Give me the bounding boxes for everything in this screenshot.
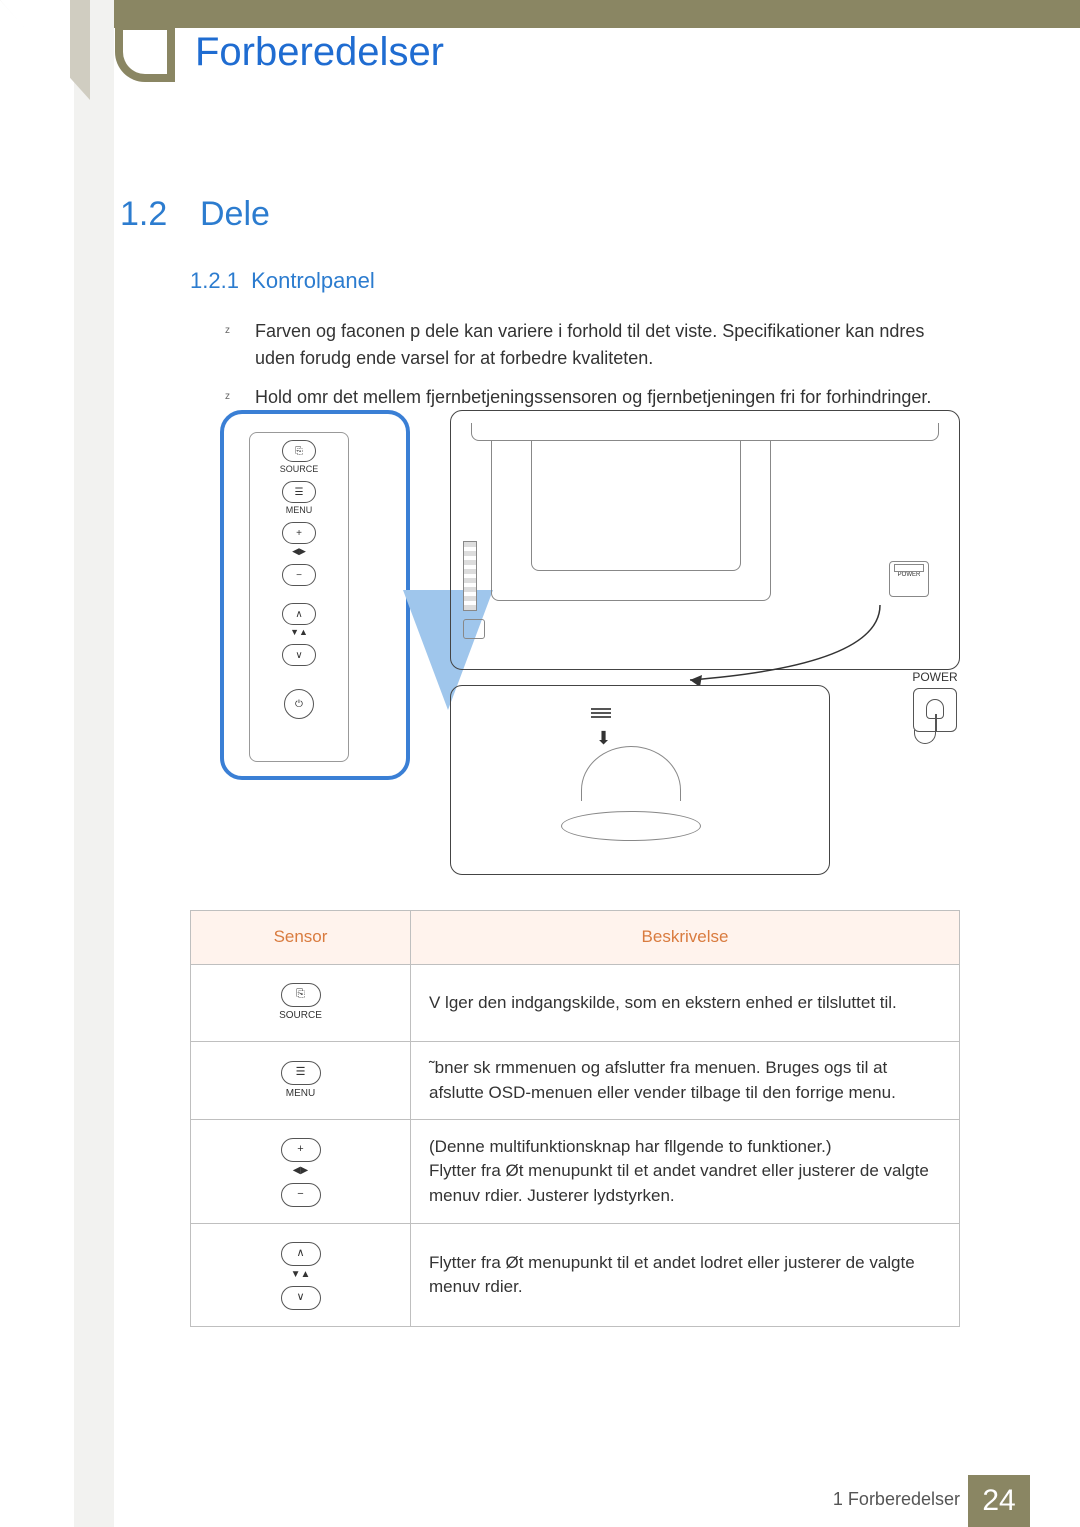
ud-arrows: ▼▲ bbox=[250, 627, 348, 637]
power-label: POWER bbox=[900, 670, 970, 684]
desc-cell: (Denne multifunktionsknap har fllgende t… bbox=[411, 1120, 960, 1224]
info-bullets: z Farven og faconen p dele kan variere i… bbox=[225, 318, 950, 423]
bullet-row: z Hold omr det mellem fjernbetjeningssen… bbox=[225, 384, 950, 411]
sensor-cell: ⎘ SOURCE bbox=[191, 964, 411, 1042]
lr-arrows-icon bbox=[209, 1164, 392, 1179]
up-button-icon: ∧ bbox=[282, 603, 316, 625]
page-number: 24 bbox=[968, 1475, 1030, 1527]
source-button-icon: ⎘ bbox=[281, 983, 321, 1007]
bullet-text: Hold omr det mellem fjernbetjeningssenso… bbox=[255, 384, 950, 411]
port-strip bbox=[463, 541, 477, 611]
menu-button-icon: ☰ bbox=[282, 481, 316, 503]
corner-fold-inner bbox=[0, 0, 70, 80]
plus-button-icon: + bbox=[281, 1138, 321, 1162]
vent-lines-icon bbox=[591, 706, 621, 726]
table-row: ∧ ∨ Flytter fra Øt menupunkt til et ande… bbox=[191, 1223, 960, 1327]
section-title: Dele bbox=[200, 195, 270, 234]
desc-cell: Flytter fra Øt menupunkt til et andet lo… bbox=[411, 1223, 960, 1327]
desc-cell: V lger den indgangskilde, som en ekstern… bbox=[411, 964, 960, 1042]
sensor-cell: + − bbox=[191, 1120, 411, 1224]
sensor-cell: ☰ MENU bbox=[191, 1042, 411, 1120]
control-panel-diagram: ⎘ SOURCE ☰ MENU + ◀▶ − ∧ ▼▲ ∨ ⏻ POWER ⬇ bbox=[220, 410, 970, 880]
button-panel-inner: ⎘ SOURCE ☰ MENU + ◀▶ − ∧ ▼▲ ∨ ⏻ bbox=[249, 432, 349, 762]
down-button-icon: ∨ bbox=[282, 644, 316, 666]
menu-label: MENU bbox=[209, 1087, 392, 1102]
minus-button-icon: − bbox=[281, 1183, 321, 1207]
stand-diagram: ⬇ bbox=[450, 685, 830, 875]
subsection-number: 1.2.1 bbox=[190, 268, 239, 293]
source-button-icon: ⎘ bbox=[282, 440, 316, 462]
sensor-table: Sensor Beskrivelse ⎘ SOURCE V lger den i… bbox=[190, 910, 960, 1327]
table-row: ☰ MENU ˜bner sk rmmenuen og afslutter fr… bbox=[191, 1042, 960, 1120]
up-button-icon: ∧ bbox=[281, 1242, 321, 1266]
ud-arrows-icon bbox=[209, 1268, 392, 1283]
menu-button-icon: ☰ bbox=[281, 1061, 321, 1085]
bullet-marker: z bbox=[225, 384, 255, 411]
bullet-row: z Farven og faconen p dele kan variere i… bbox=[225, 318, 950, 372]
down-button-icon: ∨ bbox=[281, 1286, 321, 1310]
table-row: ⎘ SOURCE V lger den indgangskilde, som e… bbox=[191, 964, 960, 1042]
menu-label: MENU bbox=[250, 505, 348, 515]
table-header-sensor: Sensor bbox=[191, 911, 411, 965]
subsection-heading: 1.2.1 Kontrolpanel bbox=[190, 268, 375, 294]
slot-icon bbox=[463, 619, 485, 639]
lr-arrows: ◀▶ bbox=[250, 546, 348, 557]
power-button-icon: ⏻ bbox=[284, 689, 314, 719]
table-row: + − (Denne multifunktionsknap har fllgen… bbox=[191, 1120, 960, 1224]
source-label: SOURCE bbox=[209, 1009, 392, 1024]
table-header-desc: Beskrivelse bbox=[411, 911, 960, 965]
callout-curve bbox=[650, 605, 900, 685]
power-connector-detail: POWER bbox=[900, 670, 970, 732]
chapter-tab bbox=[115, 22, 175, 82]
subsection-title: Kontrolpanel bbox=[251, 268, 375, 293]
plus-button-icon: + bbox=[282, 522, 316, 544]
arrow-down-icon: ⬇ bbox=[596, 728, 611, 749]
minus-button-icon: − bbox=[282, 564, 316, 586]
button-panel-outline: ⎘ SOURCE ☰ MENU + ◀▶ − ∧ ▼▲ ∨ ⏻ bbox=[220, 410, 410, 780]
left-margin-band bbox=[74, 0, 114, 1527]
desc-cell: ˜bner sk rmmenuen og afslutter fra menue… bbox=[411, 1042, 960, 1120]
source-label: SOURCE bbox=[250, 464, 348, 474]
bullet-text: Farven og faconen p dele kan variere i f… bbox=[255, 318, 950, 372]
page-title: Forberedelser bbox=[195, 30, 444, 75]
sensor-table-wrap: Sensor Beskrivelse ⎘ SOURCE V lger den i… bbox=[190, 910, 960, 1327]
sensor-cell: ∧ ∨ bbox=[191, 1223, 411, 1327]
section-number: 1.2 bbox=[120, 195, 167, 234]
bullet-marker: z bbox=[225, 318, 255, 372]
page-footer: 1 Forberedelser 24 bbox=[0, 1475, 1080, 1527]
power-port-small: POWER bbox=[889, 561, 929, 597]
footer-chapter-label: 1 Forberedelser bbox=[833, 1489, 960, 1510]
